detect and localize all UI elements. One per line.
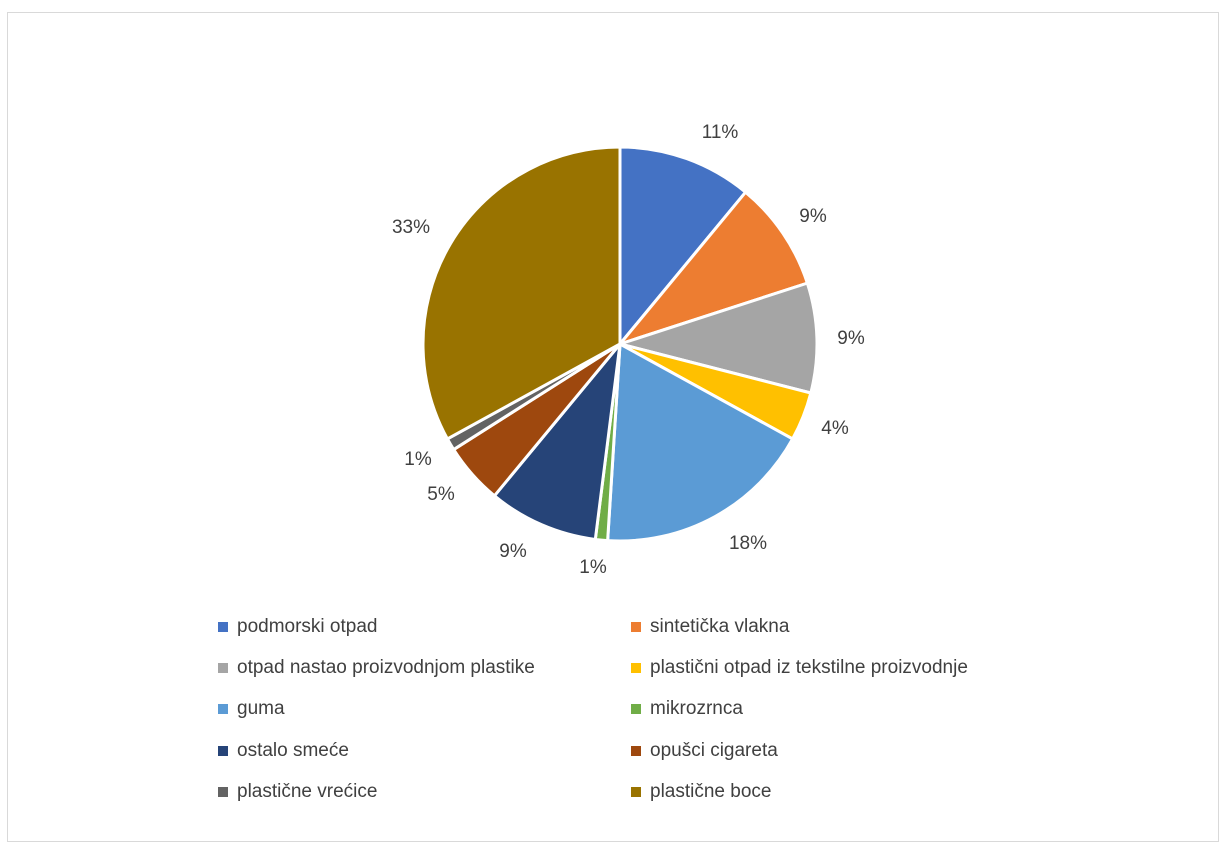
legend-label: podmorski otpad	[237, 616, 378, 637]
legend-item: ostalo smeće	[218, 740, 349, 762]
legend-swatch	[631, 663, 641, 673]
pie-slice	[492, 342, 622, 541]
legend-swatch	[631, 704, 641, 714]
data-label: 9%	[837, 328, 865, 349]
pie-slices	[421, 145, 819, 543]
legend-item: otpad nastao proizvodnjom plastike	[218, 657, 535, 679]
legend-item: plastične boce	[631, 781, 771, 803]
data-label: 1%	[404, 449, 432, 470]
legend-label: plastični otpad iz tekstilne proizvodnje	[650, 657, 968, 678]
legend-swatch	[218, 622, 228, 632]
pie-data-labels: 11% 9% 9% 4% 18% 1% 9% 5% 1% 33%	[392, 122, 865, 578]
data-label: 5%	[427, 484, 455, 505]
data-label: 1%	[579, 557, 607, 578]
legend-label: otpad nastao proizvodnjom plastike	[237, 657, 535, 678]
legend-swatch	[218, 746, 228, 756]
data-label: 18%	[729, 533, 767, 554]
legend-label: opušci cigareta	[650, 740, 778, 761]
legend-swatch	[218, 663, 228, 673]
legend-item: podmorski otpad	[218, 616, 377, 638]
legend-swatch	[631, 787, 641, 797]
legend-swatch	[218, 787, 228, 797]
legend-label: plastične boce	[650, 781, 772, 802]
legend-item: guma	[218, 698, 285, 720]
legend-label: guma	[237, 698, 285, 719]
legend-item: opušci cigareta	[631, 740, 778, 762]
data-label: 9%	[799, 206, 827, 227]
data-label: 11%	[702, 122, 739, 143]
legend-label: plastične vrećice	[237, 781, 378, 802]
legend-item: sintetička vlakna	[631, 616, 789, 638]
legend-label: ostalo smeće	[237, 740, 349, 761]
data-label: 4%	[821, 418, 849, 439]
legend-swatch	[218, 704, 228, 714]
legend-item: mikrozrnca	[631, 698, 743, 720]
legend-label: mikrozrnca	[650, 698, 743, 719]
pie-slice	[421, 145, 622, 441]
legend-item: plastične vrećice	[218, 781, 377, 803]
legend-swatch	[631, 746, 641, 756]
pie-slice	[618, 145, 748, 346]
data-label: 9%	[499, 541, 527, 562]
pie-slice	[618, 190, 809, 346]
data-label: 33%	[392, 217, 430, 238]
pie-slice	[618, 281, 819, 395]
legend-swatch	[631, 622, 641, 632]
legend-label: sintetička vlakna	[650, 616, 790, 637]
legend-item: plastični otpad iz tekstilne proizvodnje	[631, 657, 968, 679]
pie-slice	[606, 342, 795, 543]
